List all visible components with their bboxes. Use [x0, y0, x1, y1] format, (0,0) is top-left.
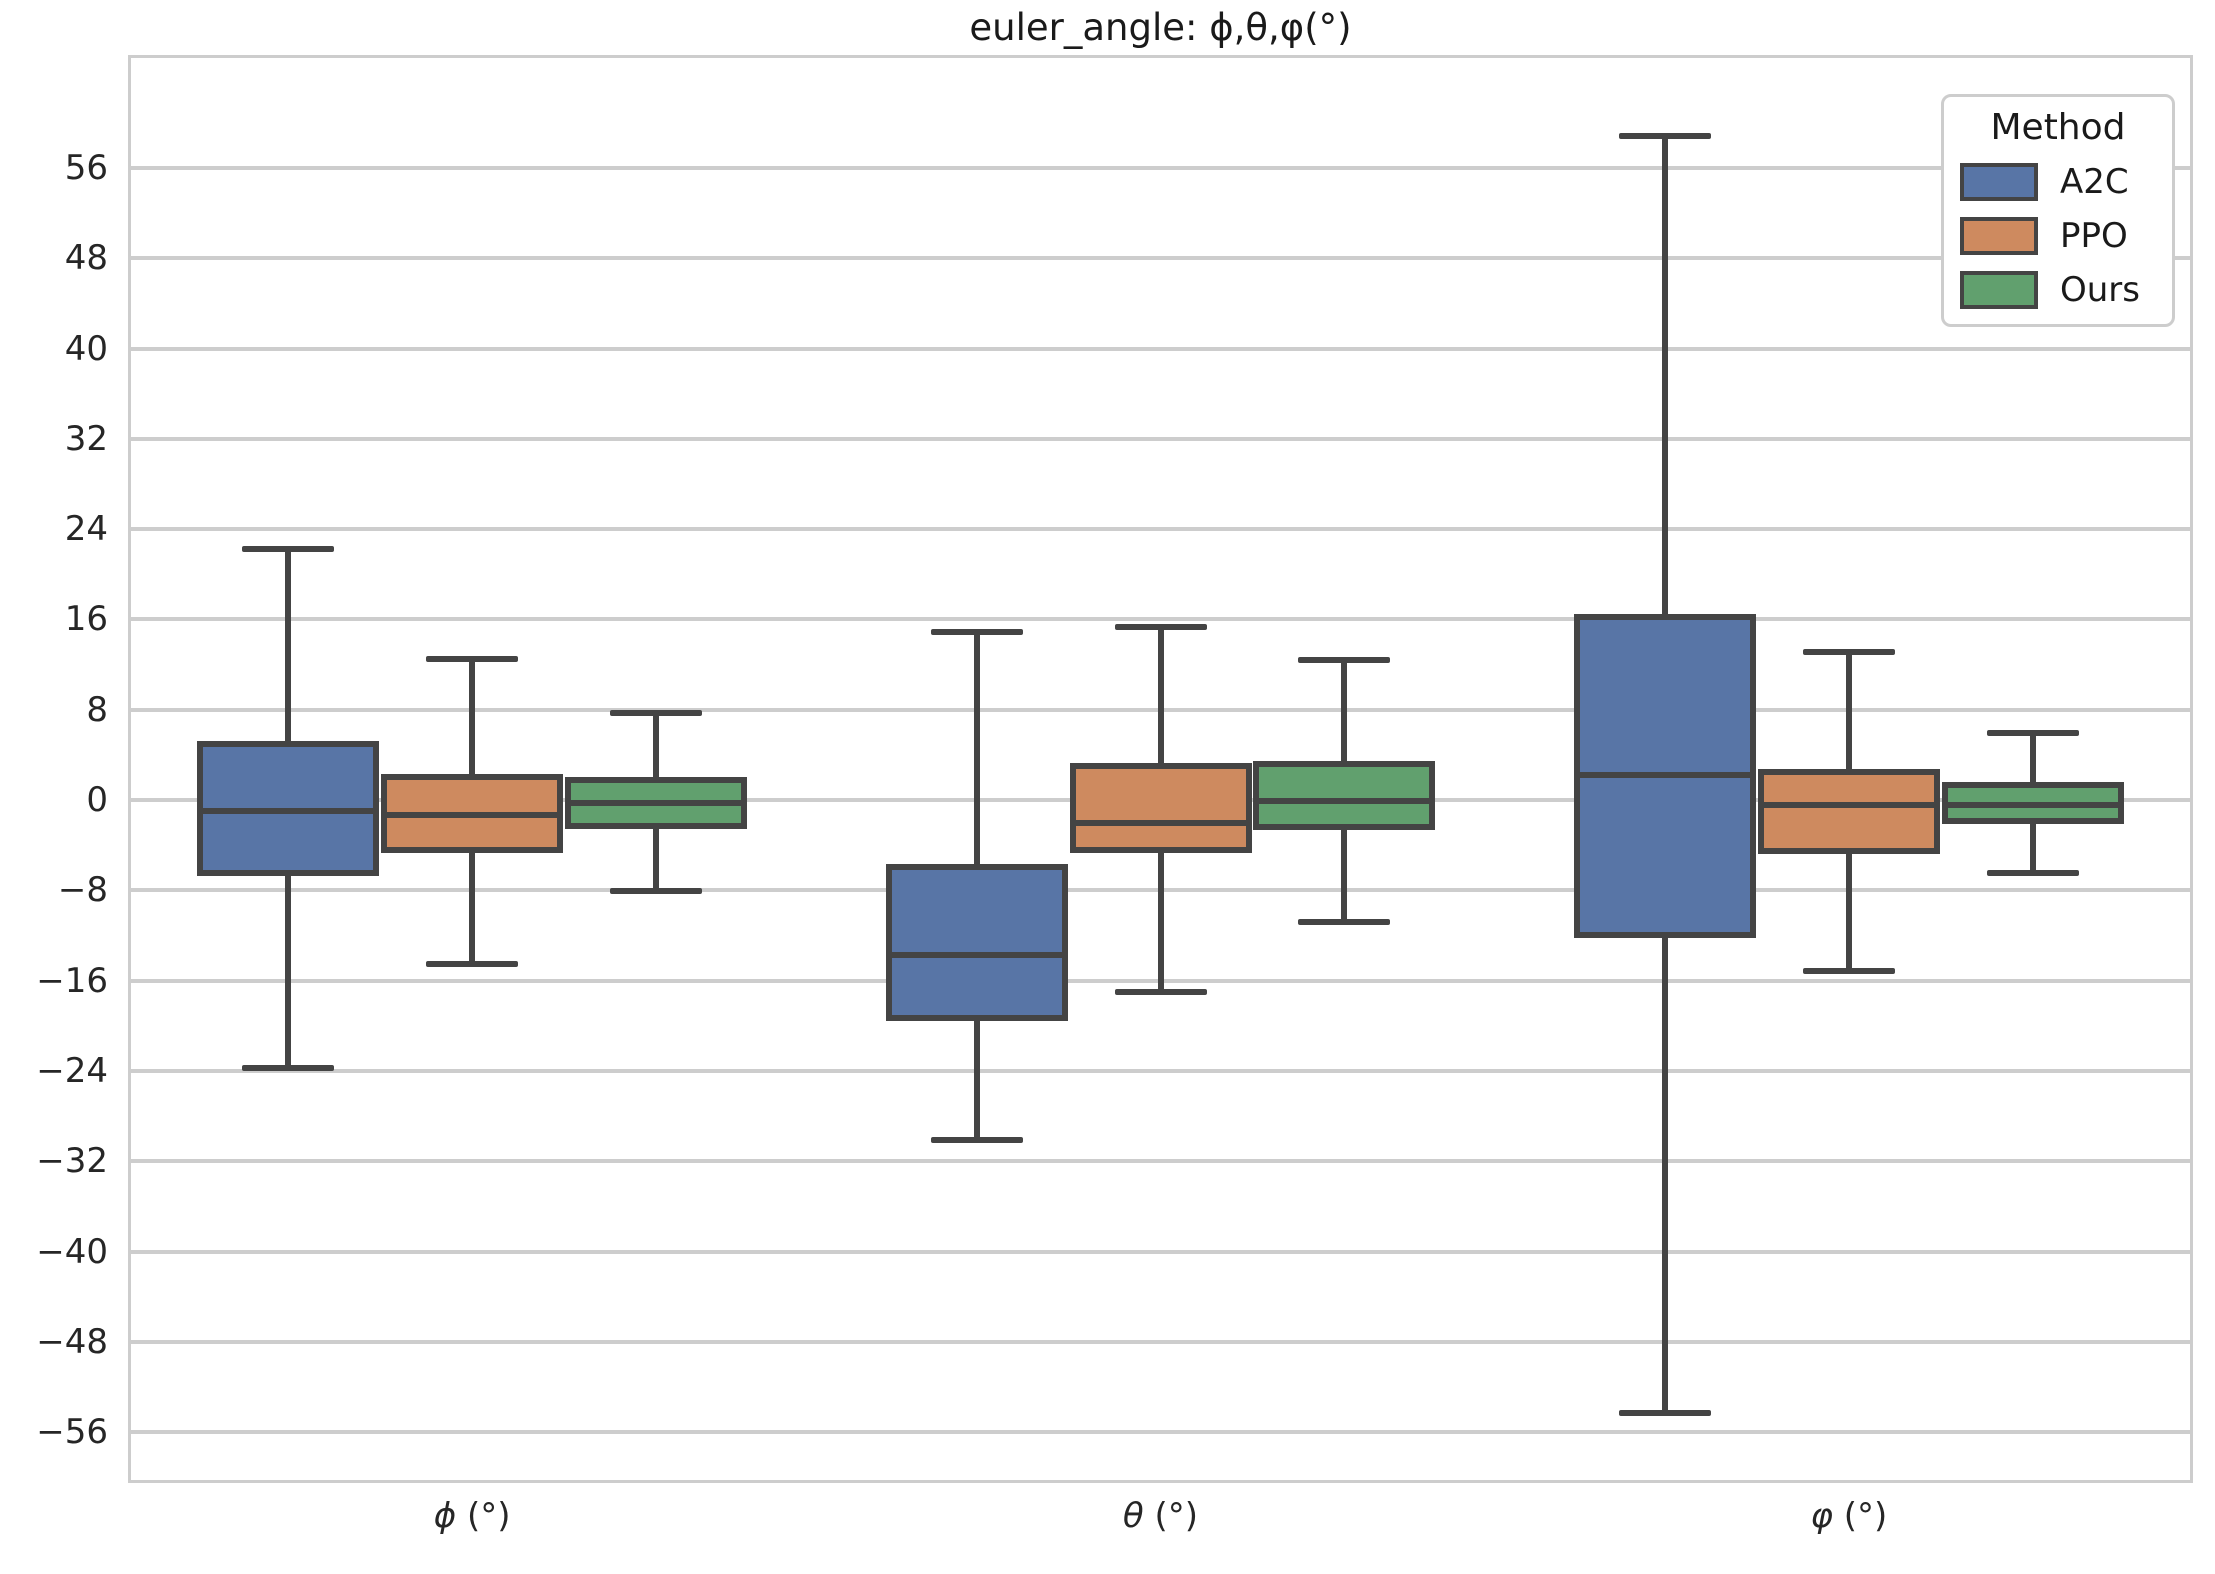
whisker-cap-bottom: [1986, 870, 2079, 877]
median-line: [1253, 798, 1436, 805]
whisker-upper-stem: [973, 631, 980, 867]
y-tick-label: 8: [86, 689, 108, 730]
whisker-upper-stem: [285, 549, 292, 744]
whisker-cap-top: [1986, 730, 2079, 737]
whisker-upper-stem: [2029, 733, 2036, 786]
whisker-upper-stem: [1341, 660, 1348, 764]
whisker-lower-stem: [285, 873, 292, 1068]
whisker-cap-bottom: [426, 960, 519, 967]
legend-label: A2C: [2060, 162, 2129, 202]
whisker-cap-top: [426, 655, 519, 662]
box-ours-1: [1253, 760, 1436, 831]
whisker-cap-top: [930, 628, 1023, 635]
whisker-lower-stem: [1157, 849, 1164, 992]
y-tick-label: 40: [64, 328, 108, 369]
x-tick-label: φ (°): [1699, 1496, 1999, 1536]
y-tick-label: 56: [64, 147, 108, 188]
box-a2c-1: [885, 863, 1068, 1021]
legend-entry: PPO: [1960, 216, 2156, 256]
whisker-lower-stem: [652, 826, 659, 892]
chart-title: euler_angle: ϕ,θ,φ(°): [969, 6, 1352, 49]
y-tick-label: −24: [36, 1050, 108, 1091]
whisker-upper-stem: [1845, 652, 1852, 772]
y-tick-label: 32: [64, 418, 108, 459]
legend-swatch-ppo: [1960, 217, 2038, 255]
y-tick-label: −8: [57, 870, 108, 911]
whisker-upper-stem: [652, 713, 659, 780]
legend: Method A2C PPO Ours: [1941, 94, 2175, 327]
y-tick-label: −32: [36, 1141, 108, 1182]
whisker-upper-stem: [469, 658, 476, 778]
x-tick-symbol: φ: [1810, 1496, 1833, 1536]
whisker-cap-bottom: [1802, 967, 1895, 974]
legend-swatch-a2c: [1960, 163, 2038, 201]
y-tick-label: −48: [36, 1321, 108, 1362]
y-gridline: [128, 1068, 2193, 1073]
y-gridline: [128, 1159, 2193, 1164]
x-tick-unit: (°): [467, 1496, 511, 1536]
legend-swatch-ours: [1960, 271, 2038, 309]
whisker-cap-bottom: [609, 888, 702, 895]
y-gridline: [128, 165, 2193, 170]
y-gridline: [128, 1249, 2193, 1254]
x-tick-symbol: ϕ: [433, 1496, 457, 1536]
legend-label: PPO: [2060, 216, 2128, 256]
legend-entry: A2C: [1960, 162, 2156, 202]
y-tick-label: −16: [36, 960, 108, 1001]
whisker-cap-top: [609, 710, 702, 717]
legend-title: Method: [1990, 107, 2126, 148]
whisker-cap-top: [1619, 133, 1712, 140]
median-line: [1574, 772, 1757, 779]
whisker-lower-stem: [2029, 821, 2036, 874]
y-gridline: [128, 436, 2193, 441]
whisker-cap-top: [242, 546, 335, 553]
plot-spines: [128, 55, 2193, 1483]
legend-entry: Ours: [1960, 270, 2156, 310]
legend-label: Ours: [2060, 270, 2141, 310]
whisker-lower-stem: [973, 1017, 980, 1140]
whisker-upper-stem: [1157, 627, 1164, 767]
whisker-lower-stem: [469, 849, 476, 964]
y-gridline: [128, 1339, 2193, 1344]
whisker-cap-bottom: [242, 1064, 335, 1071]
median-line: [381, 811, 564, 818]
x-tick-label: θ (°): [1011, 1496, 1311, 1536]
whisker-cap-bottom: [1619, 1410, 1712, 1416]
y-tick-label: 24: [64, 509, 108, 550]
box-ppo-2: [1757, 768, 1940, 854]
median-line: [1941, 801, 2124, 808]
y-gridline: [128, 1430, 2193, 1435]
x-tick-unit: (°): [1843, 1496, 1888, 1536]
whisker-upper-stem: [1662, 136, 1669, 618]
y-tick-label: −56: [36, 1412, 108, 1453]
whisker-cap-bottom: [1114, 988, 1207, 995]
y-gridline: [128, 256, 2193, 261]
x-tick-unit: (°): [1154, 1496, 1199, 1536]
whisker-cap-bottom: [1298, 918, 1391, 925]
median-line: [885, 951, 1068, 958]
y-tick-label: 0: [86, 780, 108, 821]
median-line: [564, 800, 747, 807]
box-ppo-1: [1069, 763, 1252, 853]
whisker-lower-stem: [1662, 935, 1669, 1413]
whisker-cap-top: [1802, 649, 1895, 656]
median-line: [1069, 819, 1252, 826]
whisker-cap-bottom: [930, 1136, 1023, 1143]
y-tick-label: 48: [64, 238, 108, 279]
x-tick-label: ϕ (°): [322, 1496, 622, 1536]
x-tick-symbol: θ: [1122, 1496, 1144, 1536]
median-line: [1757, 801, 1940, 808]
y-gridline: [128, 527, 2193, 532]
median-line: [197, 808, 380, 815]
y-gridline: [128, 346, 2193, 351]
y-tick-label: −40: [36, 1231, 108, 1272]
whisker-lower-stem: [1845, 850, 1852, 971]
whisker-cap-top: [1298, 657, 1391, 664]
whisker-cap-top: [1114, 624, 1207, 631]
y-gridline: [128, 617, 2193, 622]
y-tick-label: 16: [64, 599, 108, 640]
whisker-lower-stem: [1341, 827, 1348, 922]
